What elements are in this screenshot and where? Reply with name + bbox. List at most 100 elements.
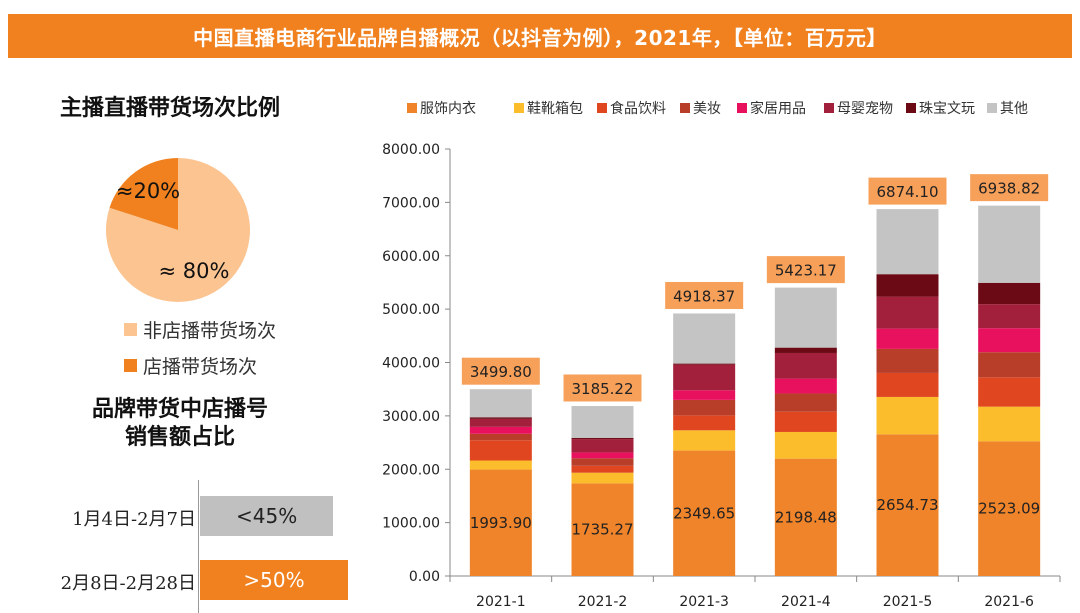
legend-item: 母婴宠物 xyxy=(824,101,893,117)
bar-segment xyxy=(673,399,736,416)
pie-legend-label: 店播带货场次 xyxy=(143,356,258,378)
y-tick-label: 5000.00 xyxy=(382,302,440,318)
bar-segment xyxy=(774,411,837,432)
x-tick-label: 2021-3 xyxy=(679,594,729,610)
segment-value-label: 2654.73 xyxy=(876,496,938,514)
bar-segment xyxy=(673,364,736,391)
bar-segment xyxy=(774,431,837,459)
x-tick-label: 2021-5 xyxy=(883,594,933,610)
pie-chart-title: 主播直播带货场次比例 xyxy=(60,96,281,121)
legend-swatch xyxy=(124,359,137,372)
bar-segment xyxy=(978,377,1041,407)
bar-segment xyxy=(978,282,1041,305)
share-row-period-1: 1月4日-2月7日 <45% xyxy=(10,496,350,540)
share-value-label: >50% xyxy=(243,568,305,592)
pie-slice-store xyxy=(109,158,178,230)
total-value-label: 6938.82 xyxy=(978,180,1040,198)
y-tick-label: 2000.00 xyxy=(382,462,440,478)
share-chart-title: 品牌带货中店播号 销售额占比 xyxy=(40,396,320,452)
x-tick-label: 2021-1 xyxy=(476,594,526,610)
segment-value-label: 2349.65 xyxy=(673,504,735,522)
total-value-label: 5423.17 xyxy=(775,262,837,280)
legend-swatch xyxy=(514,103,524,113)
total-label-box xyxy=(665,281,744,309)
legend-item: 珠宝文玩 xyxy=(906,101,975,117)
bar-segment xyxy=(571,465,634,473)
legend-swatch xyxy=(906,103,916,113)
legend-swatch xyxy=(987,103,997,113)
bar-segment xyxy=(673,415,736,431)
legend-swatch xyxy=(680,103,690,113)
bar-segment xyxy=(876,372,939,397)
bar-segment xyxy=(978,328,1041,353)
share-row-period-2: 2月8日-2月28日 >50% xyxy=(10,560,350,604)
bar-segment xyxy=(469,440,532,461)
bar-segment xyxy=(876,396,939,435)
legend-label: 其他 xyxy=(1000,101,1028,117)
x-tick-label: 2021-4 xyxy=(781,594,831,610)
legend-label: 服饰内衣 xyxy=(420,101,476,117)
pie-chart: ≈ 80% ≈20% xyxy=(106,158,251,302)
pie-legend-item-store: 店播带货场次 xyxy=(124,352,257,379)
pie-legend-label: 非店播带货场次 xyxy=(143,320,277,342)
bar-segment xyxy=(978,406,1041,442)
pie-slice-non-store xyxy=(106,158,251,302)
bar-segment xyxy=(673,313,736,364)
bar-segment xyxy=(774,393,837,412)
legend-label: 珠宝文玩 xyxy=(919,101,975,117)
share-period-label: 1月4日-2月7日 xyxy=(72,509,196,530)
bar-segment xyxy=(469,426,532,434)
segment-value-label: 1993.90 xyxy=(470,514,532,532)
total-label-box xyxy=(970,174,1049,202)
pie-legend-item-non-store: 非店播带货场次 xyxy=(124,316,276,343)
bar-segment xyxy=(876,209,939,275)
bar-segment xyxy=(876,296,939,329)
bar-segment xyxy=(571,458,634,466)
bar-segment xyxy=(571,472,634,484)
bar-segment xyxy=(469,469,532,576)
bar-segment xyxy=(469,460,532,470)
bar-segment xyxy=(673,430,736,451)
bar-segment xyxy=(774,378,837,394)
total-value-label: 3499.80 xyxy=(470,363,532,381)
total-label-box xyxy=(461,357,540,385)
bar-segment xyxy=(978,441,1041,576)
bar-segment xyxy=(571,438,634,440)
x-tick-label: 2021-6 xyxy=(984,594,1034,610)
y-tick-label: 8000.00 xyxy=(382,142,440,158)
bar-segment xyxy=(469,433,532,441)
segment-value-label: 2523.09 xyxy=(978,500,1040,518)
bar-segment xyxy=(774,458,837,576)
legend-label: 食品饮料 xyxy=(610,100,666,117)
bar-segment xyxy=(673,450,736,576)
total-value-label: 6874.10 xyxy=(876,183,938,201)
total-label-box xyxy=(563,374,642,402)
pie-label-store: ≈20% xyxy=(116,179,180,203)
legend-swatch xyxy=(737,103,747,113)
bar-segment xyxy=(876,274,939,297)
segment-value-label: 1735.27 xyxy=(571,521,633,539)
legend-label: 家居用品 xyxy=(750,100,806,117)
bar-segment xyxy=(469,389,532,418)
segment-value-label: 2198.48 xyxy=(775,508,837,526)
bar-segment xyxy=(469,417,532,419)
legend-label: 母婴宠物 xyxy=(837,101,893,117)
page-title: 中国直播电商行业品牌自播概况（以抖音为例），2021年，【单位：百万元】 xyxy=(8,14,1072,58)
y-tick-label: 4000.00 xyxy=(382,356,440,372)
total-value-label: 4918.37 xyxy=(673,287,735,305)
legend-label: 鞋靴箱包 xyxy=(527,101,583,117)
legend-item: 食品饮料 xyxy=(597,100,666,117)
legend-item: 鞋靴箱包 xyxy=(514,101,583,117)
total-label-box xyxy=(868,177,947,205)
bar-segment xyxy=(774,352,837,379)
bar-segment xyxy=(673,390,736,400)
share-title-line1: 品牌带货中店播号 xyxy=(91,397,268,422)
bar-segment xyxy=(571,405,634,439)
total-label-box xyxy=(766,256,845,284)
bar-segment xyxy=(571,452,634,459)
pie-label-non-store: ≈ 80% xyxy=(159,259,230,283)
legend-swatch xyxy=(407,103,417,113)
share-axis-line xyxy=(198,480,199,613)
bar-segment xyxy=(571,439,634,453)
legend-item: 其他 xyxy=(987,101,1028,117)
